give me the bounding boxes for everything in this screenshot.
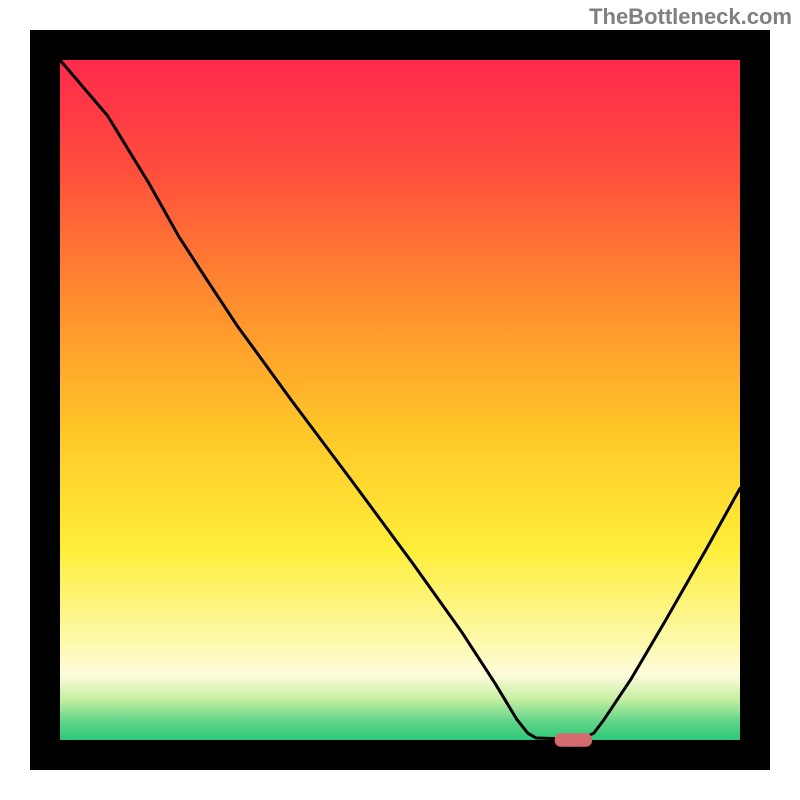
chart-container: TheBottleneck.com — [0, 0, 800, 800]
plot-background — [60, 60, 740, 740]
target-marker — [555, 733, 592, 747]
bottleneck-chart — [0, 0, 800, 800]
watermark-text: TheBottleneck.com — [589, 4, 792, 30]
